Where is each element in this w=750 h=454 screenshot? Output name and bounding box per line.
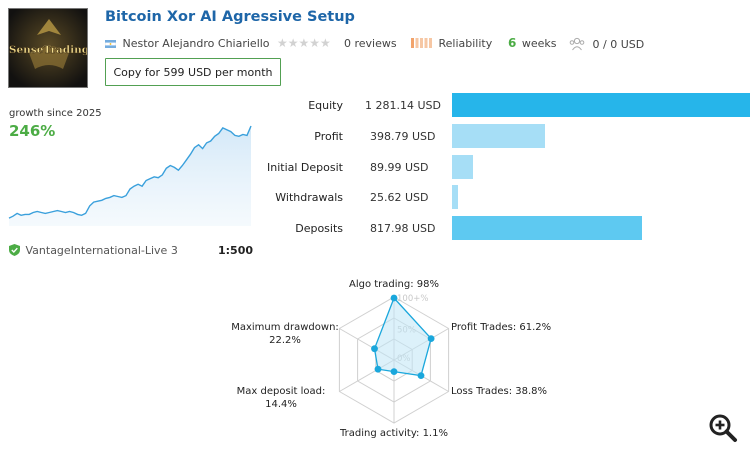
radar-axis-label: Max deposit load: 14.4% xyxy=(236,386,326,410)
radar-value-polygon xyxy=(373,296,432,377)
bar-value-label: 817.98 USD xyxy=(370,222,436,236)
weeks-label: weeks xyxy=(521,37,557,50)
leverage-value: 1:500 xyxy=(218,244,254,257)
star-icon: ★★★★★ xyxy=(277,36,331,50)
bar-profit[interactable] xyxy=(452,123,545,148)
radar-ring-label: 100+% xyxy=(397,294,428,304)
radar-point xyxy=(390,294,398,302)
radar-axis-label: Profit Trades: 61.2% xyxy=(451,322,552,333)
bar-value-label: 89.99 USD xyxy=(370,160,429,174)
logo-image: SenseTrading xyxy=(9,9,88,87)
radar-point xyxy=(374,365,382,373)
radar-point xyxy=(417,372,425,379)
weeks-block: 6 weeks xyxy=(508,36,557,50)
logo-text: SenseTrading xyxy=(9,44,88,56)
bar-label: Equity xyxy=(308,99,343,112)
bar-label: Profit xyxy=(314,129,343,143)
growth-line xyxy=(8,125,252,219)
subscribers-block[interactable]: 0 / 0 USD xyxy=(569,37,644,54)
reliability-label: Reliability xyxy=(438,37,493,50)
author-block[interactable]: Nestor Alejandro Chiariello xyxy=(104,37,270,51)
bar-equity[interactable] xyxy=(452,93,750,117)
reviews-count[interactable]: 0 reviews xyxy=(344,37,397,50)
bar-withdrawals[interactable] xyxy=(452,185,458,210)
server-name: VantageInternational-Live 3 xyxy=(25,244,178,257)
radar-point xyxy=(371,345,378,353)
bar-value-label: 398.79 USD xyxy=(370,129,436,143)
bar-value-label: 25.62 USD xyxy=(370,191,429,205)
reliability-bars-icon xyxy=(411,38,433,51)
growth-chart[interactable] xyxy=(8,122,252,226)
reliability[interactable]: Reliability xyxy=(411,37,492,51)
growth-area xyxy=(9,126,251,226)
signal-logo[interactable]: SenseTrading xyxy=(8,8,88,88)
radar-axis-label: Loss Trades: 38.8% xyxy=(451,386,548,397)
bar-label: Deposits xyxy=(295,222,343,236)
weeks-value: 6 xyxy=(508,36,517,50)
radar-axis-label: Trading activity: 1.1% xyxy=(340,428,448,439)
account-server[interactable]: VantageInternational-Live 3 xyxy=(9,244,178,259)
zoom-icon[interactable] xyxy=(708,413,738,447)
bar-label: Initial Deposit xyxy=(267,160,343,174)
bar-label: Withdrawals xyxy=(275,191,343,205)
country-flag-icon xyxy=(104,38,117,51)
growth-label: growth since 2025 xyxy=(9,108,102,119)
copy-subscribe-button[interactable]: Copy for 599 USD per month xyxy=(105,58,281,86)
growth-value: 246% xyxy=(9,122,56,140)
bar-initial-deposit[interactable] xyxy=(452,154,473,179)
subscribers-icon xyxy=(569,37,585,54)
signal-title[interactable]: Bitcoin Xor AI Agressive Setup xyxy=(105,9,355,25)
subscribers-value: 0 / 0 USD xyxy=(592,38,645,51)
radar-point xyxy=(390,368,398,375)
bar-value-label: 1 281.14 USD xyxy=(365,99,441,112)
radar-point xyxy=(427,335,435,342)
author-name[interactable]: Nestor Alejandro Chiariello xyxy=(122,37,270,50)
radar-axis-label: Maximum drawdown: 22.2% xyxy=(231,322,339,346)
radar-chart: 100+%50%0% xyxy=(338,294,450,424)
rating-stars[interactable]: ★★★★★ xyxy=(277,36,331,50)
bar-deposits[interactable] xyxy=(452,216,642,241)
verified-shield-icon xyxy=(9,244,20,259)
radar-axis-label: Algo trading: 98% xyxy=(348,279,439,290)
